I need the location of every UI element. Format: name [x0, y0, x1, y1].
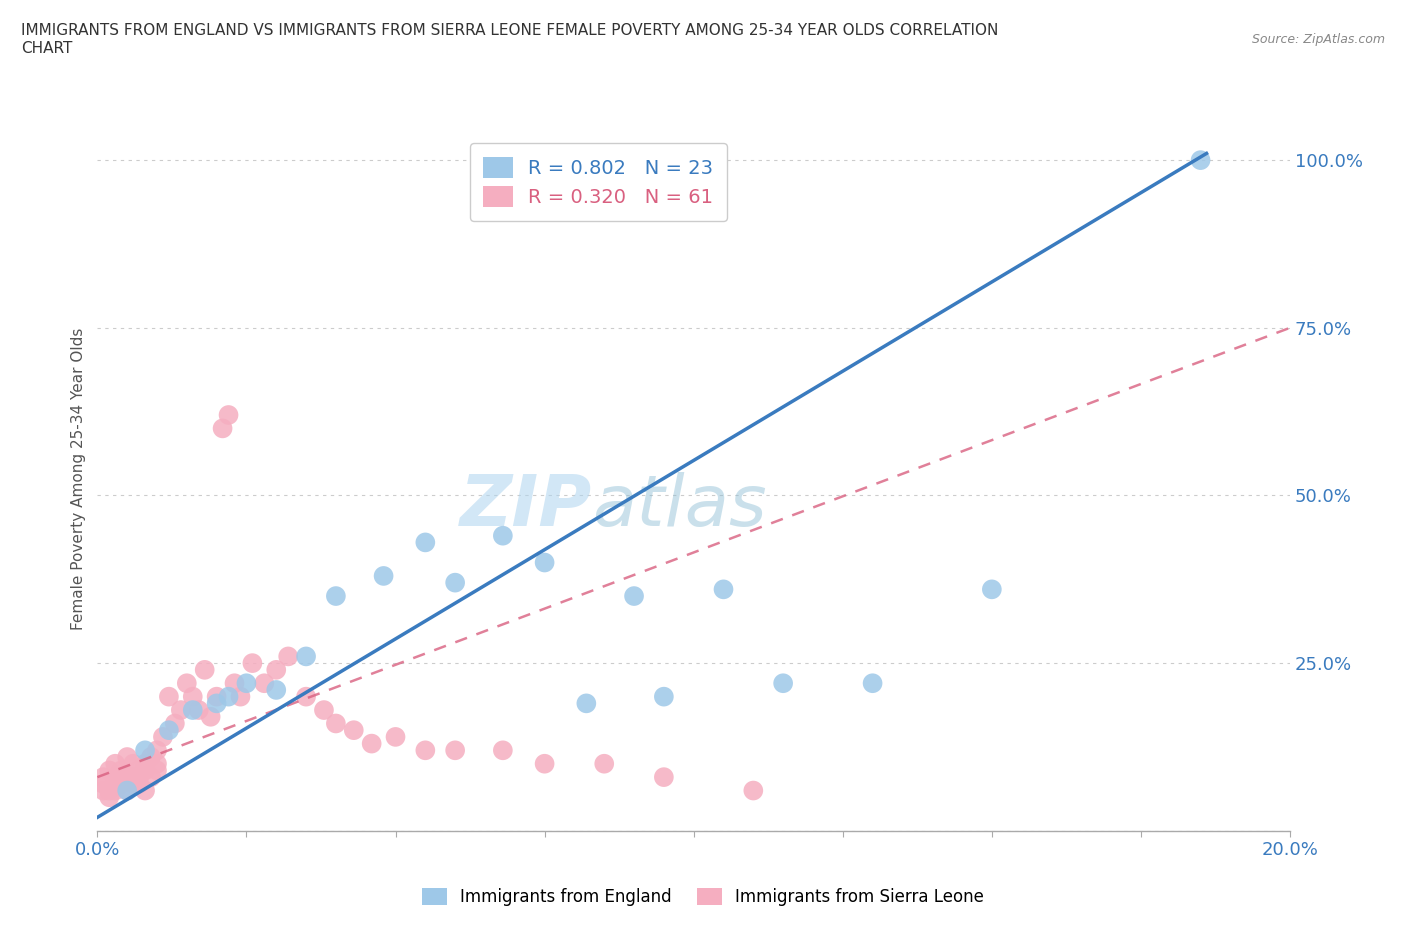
Text: Source: ZipAtlas.com: Source: ZipAtlas.com: [1251, 33, 1385, 46]
Legend: Immigrants from England, Immigrants from Sierra Leone: Immigrants from England, Immigrants from…: [415, 881, 991, 912]
Point: [128, 777, 150, 791]
Point: [115, 783, 138, 798]
Point: [862, 676, 884, 691]
Point: [134, 783, 156, 798]
Point: [115, 783, 138, 798]
Y-axis label: Female Poverty Among 25-34 Year Olds: Female Poverty Among 25-34 Year Olds: [72, 327, 86, 630]
Text: ZIP: ZIP: [460, 472, 592, 541]
Point: [325, 589, 347, 604]
Point: [181, 703, 204, 718]
Point: [110, 777, 132, 791]
Point: [98, 783, 121, 798]
Point: [110, 770, 132, 785]
Text: IMMIGRANTS FROM ENGLAND VS IMMIGRANTS FROM SIERRA LEONE FEMALE POVERTY AMONG 25-: IMMIGRANTS FROM ENGLAND VS IMMIGRANTS FR…: [21, 23, 998, 56]
Point: [444, 575, 467, 590]
Point: [115, 770, 138, 785]
Point: [229, 689, 252, 704]
Point: [980, 582, 1002, 597]
Point: [128, 770, 150, 785]
Point: [146, 756, 169, 771]
Point: [181, 689, 204, 704]
Point: [295, 689, 318, 704]
Point: [277, 649, 299, 664]
Point: [110, 763, 132, 777]
Point: [98, 763, 121, 777]
Point: [146, 763, 169, 777]
Point: [325, 716, 347, 731]
Point: [104, 770, 127, 785]
Point: [157, 689, 180, 704]
Point: [139, 770, 162, 785]
Point: [122, 777, 145, 791]
Point: [360, 737, 382, 751]
Point: [139, 750, 162, 764]
Point: [312, 703, 335, 718]
Point: [187, 703, 209, 718]
Point: [264, 662, 287, 677]
Point: [163, 716, 186, 731]
Point: [623, 589, 645, 604]
Point: [593, 756, 616, 771]
Point: [218, 689, 240, 704]
Point: [134, 763, 156, 777]
Point: [652, 689, 675, 704]
Point: [200, 710, 222, 724]
Point: [742, 783, 765, 798]
Point: [384, 729, 406, 744]
Point: [295, 649, 318, 664]
Point: [373, 568, 395, 583]
Point: [235, 676, 257, 691]
Point: [415, 743, 437, 758]
Point: [104, 756, 127, 771]
Point: [713, 582, 735, 597]
Point: [253, 676, 276, 691]
Point: [242, 656, 264, 671]
Point: [205, 689, 228, 704]
Point: [91, 777, 114, 791]
Point: [211, 421, 233, 436]
Point: [146, 743, 169, 758]
Legend: R = 0.802   N = 23, R = 0.320   N = 61: R = 0.802 N = 23, R = 0.320 N = 61: [470, 143, 727, 220]
Point: [170, 703, 193, 718]
Point: [91, 770, 114, 785]
Point: [91, 783, 114, 798]
Point: [575, 696, 598, 711]
Point: [122, 756, 145, 771]
Point: [104, 783, 127, 798]
Point: [652, 770, 675, 785]
Point: [1189, 153, 1212, 167]
Point: [115, 750, 138, 764]
Point: [415, 535, 437, 550]
Point: [104, 777, 127, 791]
Point: [205, 696, 228, 711]
Point: [176, 676, 198, 691]
Point: [152, 729, 174, 744]
Point: [134, 743, 156, 758]
Point: [492, 743, 515, 758]
Point: [533, 555, 555, 570]
Point: [157, 723, 180, 737]
Point: [218, 407, 240, 422]
Point: [128, 763, 150, 777]
Point: [194, 662, 217, 677]
Point: [492, 528, 515, 543]
Point: [134, 756, 156, 771]
Point: [264, 683, 287, 698]
Point: [98, 790, 121, 804]
Point: [122, 770, 145, 785]
Text: atlas: atlas: [592, 472, 766, 541]
Point: [533, 756, 555, 771]
Point: [772, 676, 794, 691]
Point: [224, 676, 246, 691]
Point: [444, 743, 467, 758]
Point: [343, 723, 366, 737]
